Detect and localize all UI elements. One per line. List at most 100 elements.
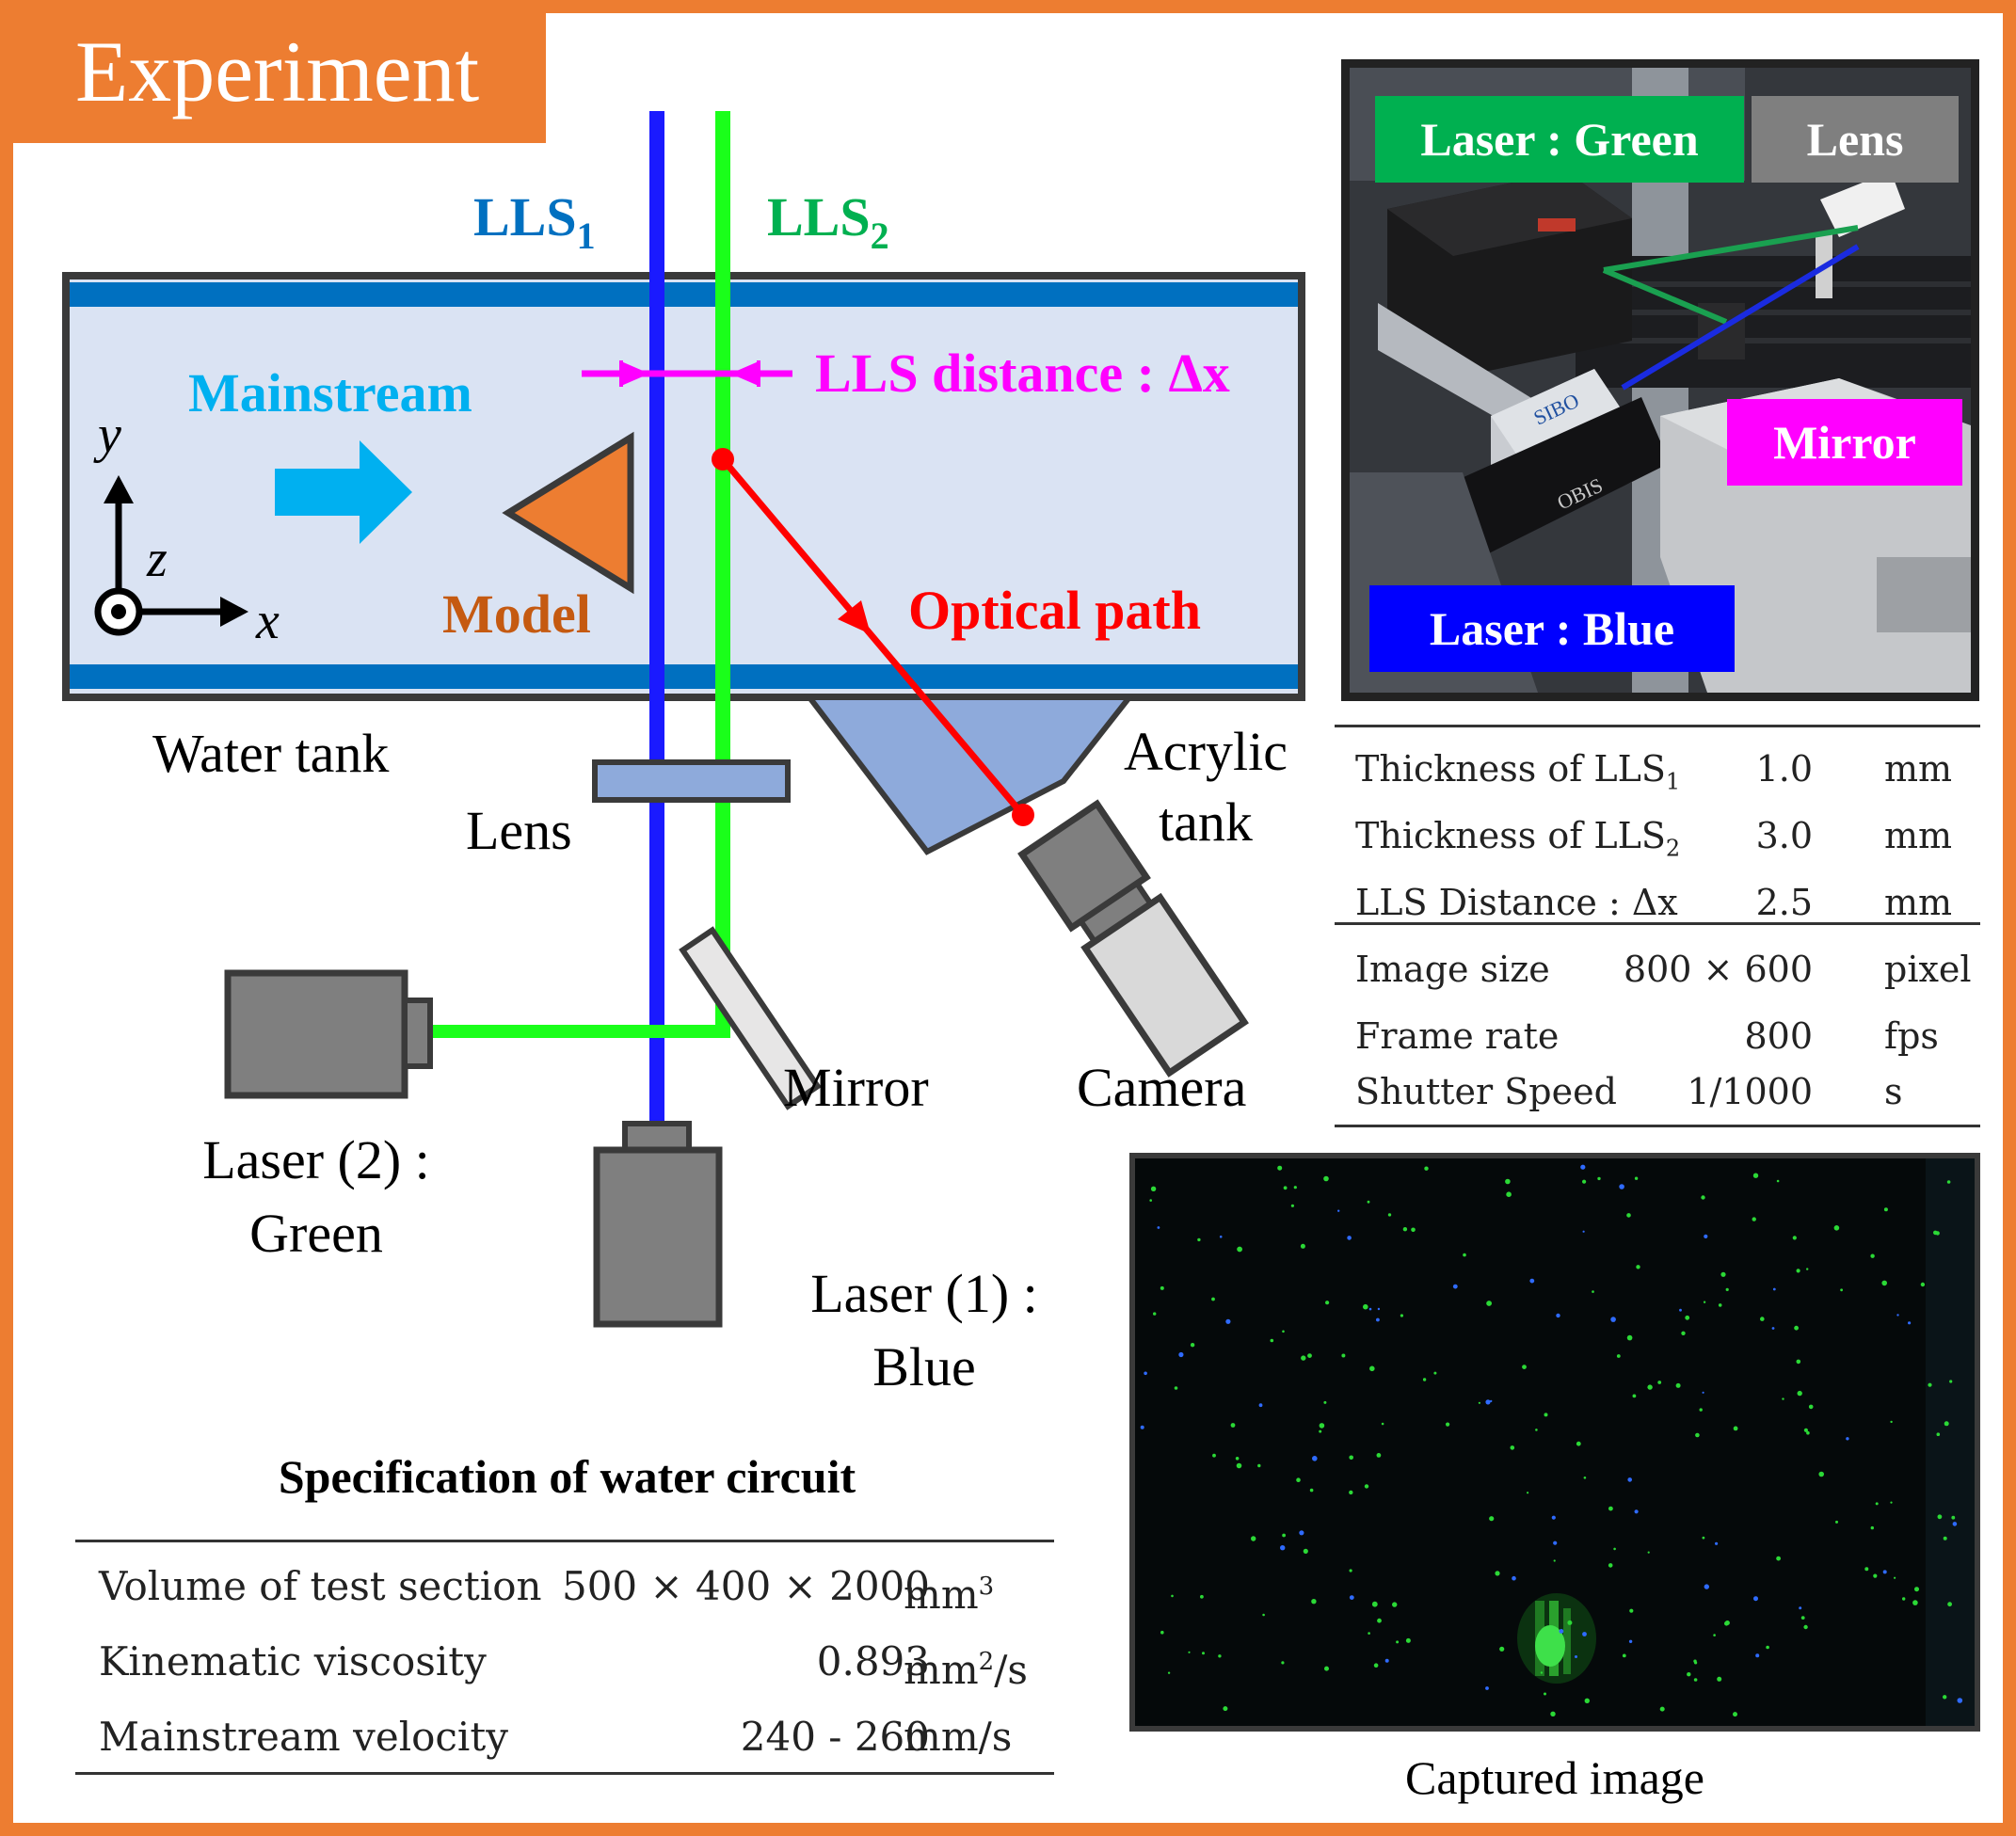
particle-dot [1422, 1378, 1427, 1381]
particle-dot [1776, 1179, 1780, 1183]
row-sup: 2 [978, 1648, 995, 1676]
particle-dot [1499, 1646, 1505, 1652]
particle-dot [1584, 1698, 1590, 1703]
particle-dot [1540, 1671, 1544, 1674]
particle-dot [1373, 1663, 1379, 1668]
particle-dot [1202, 1652, 1205, 1655]
row-unit: fps [1884, 1015, 1939, 1057]
particle-dot [1920, 1282, 1926, 1287]
particle-dot [1512, 1575, 1516, 1581]
laser1-label-1: Laser (1) : [810, 1263, 1038, 1324]
particle-dot [1681, 1331, 1686, 1335]
captured-image [1129, 1153, 1980, 1732]
particle-dot [1947, 1602, 1952, 1607]
particle-dot [1424, 1166, 1429, 1171]
row-name: Volume of test section [99, 1563, 542, 1609]
row-unit-after: /s [994, 1647, 1028, 1693]
lls1-label: LLS1 [473, 186, 596, 257]
particle-dot [1527, 1492, 1529, 1494]
particle-dot [1160, 1285, 1164, 1290]
particle-dot [1323, 1400, 1327, 1404]
particle-dot [1846, 1437, 1849, 1441]
particle-dot [1685, 1315, 1690, 1320]
particle-dot [1703, 1301, 1706, 1303]
particle-dot [1535, 1429, 1538, 1431]
particle-dot [1349, 1595, 1354, 1600]
particle-dot [1952, 1522, 1958, 1526]
particle-dot [1693, 1678, 1698, 1682]
particle-dot [1364, 1484, 1369, 1489]
photo-blue-beam [1621, 244, 1860, 391]
particle-dot [1188, 1651, 1191, 1653]
particle-dot [1544, 1692, 1546, 1696]
particle-dot [1396, 1640, 1400, 1644]
particle-dot [1760, 1317, 1765, 1321]
particle-dot [1290, 1204, 1294, 1207]
particle-dot [1629, 1608, 1634, 1613]
particle-dot [1632, 1394, 1637, 1398]
particle-dot [1592, 1290, 1594, 1293]
particle-dot [1883, 1207, 1888, 1212]
particle-dot [1280, 1545, 1286, 1551]
particle-dot [1301, 1355, 1306, 1361]
mirror [679, 926, 822, 1110]
particle-dot [1766, 1645, 1769, 1650]
row-value: 240 - 260 [740, 1714, 930, 1760]
particle-dot [1619, 1184, 1624, 1189]
particle-dot [1626, 1213, 1631, 1218]
particle-dot [1806, 1430, 1810, 1435]
particle-dot [1218, 1654, 1222, 1658]
table-row: Kinematic viscosity 0.893 mm2/s [75, 1624, 1054, 1700]
axis-y-label: y [93, 406, 121, 464]
particle-dot [1553, 1559, 1556, 1562]
particle-dot [1695, 1432, 1700, 1438]
particle-dot [1153, 1312, 1157, 1316]
particle-dot [1896, 1314, 1899, 1317]
optical-path-arrowhead [838, 600, 871, 634]
particle-dot [1718, 1303, 1722, 1307]
particle-dot [1575, 1655, 1577, 1658]
particle-dot [1178, 1351, 1184, 1358]
laser-2-body [224, 969, 408, 1099]
particle-dot [1486, 1301, 1492, 1306]
particle-dot [1890, 1420, 1893, 1424]
particle-dot [1400, 1314, 1403, 1317]
particle-dot [1702, 1391, 1704, 1394]
particle-dot [1794, 1325, 1799, 1331]
particle-dot [1544, 1413, 1548, 1417]
particle-dot [1702, 1536, 1705, 1540]
laser-1-body [593, 1146, 723, 1328]
particle-dot [1551, 1515, 1556, 1520]
table-row: Shutter Speed 1/1000 s [1335, 1059, 1980, 1125]
particle-dot [1597, 1176, 1601, 1181]
particle-dot [1230, 1423, 1236, 1428]
model-label: Model [442, 583, 591, 645]
particle-dot [1803, 1428, 1808, 1432]
particle-dot [1485, 1399, 1491, 1405]
particle-dot [1349, 1455, 1353, 1461]
particle-dot [1928, 1382, 1932, 1387]
lls-distance-label: LLS distance : Δx [815, 343, 1230, 404]
laser-2-nozzle [402, 998, 433, 1069]
particle-dot [1324, 1666, 1329, 1671]
experiment-badge: Experiment [0, 0, 546, 143]
particle-dot [1405, 1637, 1411, 1643]
row-name: Thickness of LLS [1355, 748, 1666, 790]
tank-wall-top [70, 282, 1298, 307]
particle-dot [1755, 1653, 1760, 1658]
row-name: Image size [1355, 949, 1550, 990]
row-value: 800 [1744, 1015, 1813, 1057]
particle-dot [1613, 1547, 1616, 1551]
particle-dot [1647, 1551, 1650, 1554]
particle-dot [1800, 1616, 1805, 1620]
particle-dot [1282, 1330, 1285, 1333]
particle-dot [1628, 1639, 1633, 1643]
particle-dot [1325, 1301, 1330, 1305]
particle-dot [1452, 1284, 1458, 1289]
particle-dot [1157, 1226, 1160, 1229]
particle-dot [1944, 1421, 1949, 1427]
particle-dot [1717, 1676, 1722, 1682]
particle-dot [1270, 1338, 1274, 1343]
particle-dot [1608, 1506, 1613, 1511]
